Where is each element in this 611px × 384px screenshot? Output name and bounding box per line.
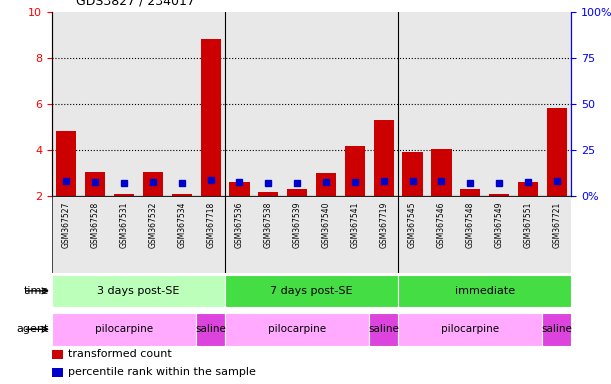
- Bar: [52, 196, 571, 273]
- Bar: [172, 194, 192, 196]
- Bar: [52, 368, 64, 377]
- Text: GSM367551: GSM367551: [524, 202, 533, 248]
- Bar: [431, 149, 452, 196]
- Bar: [196, 313, 225, 346]
- Bar: [547, 108, 567, 196]
- Text: transformed count: transformed count: [68, 349, 171, 359]
- Bar: [374, 120, 394, 196]
- Bar: [345, 146, 365, 196]
- Bar: [369, 313, 398, 346]
- Bar: [403, 152, 423, 196]
- Bar: [200, 39, 221, 196]
- Bar: [460, 189, 480, 196]
- Text: 3 days post-SE: 3 days post-SE: [97, 286, 180, 296]
- Text: GSM367541: GSM367541: [350, 202, 359, 248]
- Text: GSM367536: GSM367536: [235, 202, 244, 248]
- Text: GSM367545: GSM367545: [408, 202, 417, 248]
- Text: GSM367721: GSM367721: [552, 202, 562, 248]
- Text: GSM367546: GSM367546: [437, 202, 446, 248]
- Bar: [543, 313, 571, 346]
- Text: saline: saline: [541, 324, 573, 334]
- Bar: [225, 275, 398, 307]
- Text: GSM367527: GSM367527: [62, 202, 71, 248]
- Bar: [489, 194, 509, 196]
- Bar: [85, 172, 105, 196]
- Text: GDS3827 / 234017: GDS3827 / 234017: [76, 0, 196, 8]
- Text: pilocarpine: pilocarpine: [441, 324, 499, 334]
- Text: time: time: [24, 286, 49, 296]
- Text: pilocarpine: pilocarpine: [95, 324, 153, 334]
- Text: immediate: immediate: [455, 286, 515, 296]
- Bar: [56, 131, 76, 196]
- Bar: [258, 192, 279, 196]
- Text: 7 days post-SE: 7 days post-SE: [270, 286, 353, 296]
- Text: GSM367548: GSM367548: [466, 202, 475, 248]
- Bar: [316, 173, 336, 196]
- Text: GSM367528: GSM367528: [90, 202, 100, 248]
- Text: GSM367539: GSM367539: [293, 202, 302, 248]
- Bar: [229, 182, 249, 196]
- Bar: [518, 182, 538, 196]
- Bar: [143, 172, 163, 196]
- Bar: [52, 275, 225, 307]
- Bar: [398, 313, 543, 346]
- Text: GSM367531: GSM367531: [120, 202, 128, 248]
- Text: agent: agent: [16, 324, 49, 334]
- Bar: [52, 313, 196, 346]
- Text: saline: saline: [368, 324, 399, 334]
- Text: GSM367538: GSM367538: [264, 202, 273, 248]
- Text: GSM367540: GSM367540: [321, 202, 331, 248]
- Text: GSM367534: GSM367534: [177, 202, 186, 248]
- Text: GSM367719: GSM367719: [379, 202, 388, 248]
- Bar: [114, 194, 134, 196]
- Bar: [398, 275, 571, 307]
- Text: saline: saline: [195, 324, 226, 334]
- Text: GSM367718: GSM367718: [206, 202, 215, 248]
- Text: GSM367532: GSM367532: [148, 202, 158, 248]
- Text: pilocarpine: pilocarpine: [268, 324, 326, 334]
- Text: GSM367549: GSM367549: [495, 202, 503, 248]
- Bar: [52, 350, 64, 359]
- Bar: [287, 189, 307, 196]
- Bar: [225, 313, 369, 346]
- Text: percentile rank within the sample: percentile rank within the sample: [68, 367, 255, 377]
